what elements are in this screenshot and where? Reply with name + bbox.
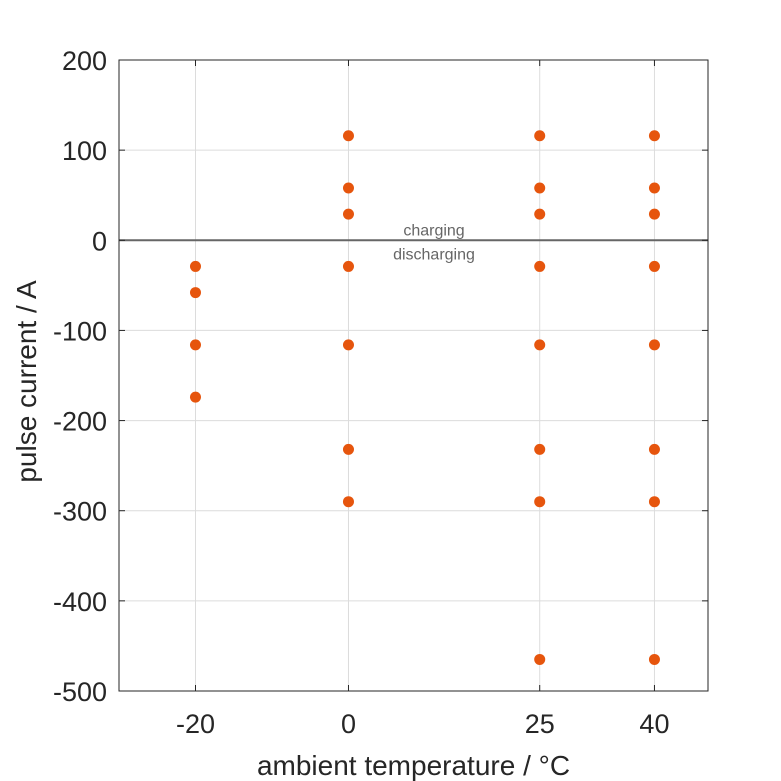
data-point [189, 260, 201, 272]
data-point [534, 182, 546, 194]
data-point [648, 443, 660, 455]
data-point [648, 339, 660, 351]
x-tick-label: 0 [341, 709, 356, 739]
charging-annotation: charging [403, 222, 464, 239]
data-point [534, 653, 546, 665]
x-tick-label: -20 [176, 709, 215, 739]
data-point [534, 130, 546, 142]
data-point [648, 208, 660, 220]
y-tick-label: 100 [62, 136, 107, 166]
data-point [534, 443, 546, 455]
y-tick-label: -200 [53, 407, 107, 437]
data-point [189, 391, 201, 403]
discharging-annotation: discharging [393, 246, 475, 263]
data-point [342, 443, 354, 455]
x-tick-label: 40 [639, 709, 669, 739]
data-point [648, 260, 660, 272]
data-point [648, 130, 660, 142]
data-point [534, 260, 546, 272]
data-point [189, 287, 201, 299]
data-points [189, 130, 660, 665]
data-point [534, 496, 546, 508]
data-point [534, 208, 546, 220]
data-point [648, 182, 660, 194]
data-point [342, 208, 354, 220]
grid-lines [119, 59, 708, 692]
y-tick-label: -300 [53, 497, 107, 527]
y-tick-label: 200 [62, 46, 107, 76]
x-axis-title: ambient temperature / °C [257, 750, 570, 781]
data-point [342, 130, 354, 142]
plot-area-frame [118, 59, 709, 692]
data-point [648, 496, 660, 508]
data-point [342, 339, 354, 351]
tick-marks [119, 59, 708, 692]
data-point [648, 653, 660, 665]
y-axis-title: pulse current / A [11, 280, 42, 483]
data-point [342, 496, 354, 508]
data-point [342, 260, 354, 272]
y-tick-label: -100 [53, 316, 107, 346]
y-tick-label: 0 [92, 226, 107, 256]
data-point [189, 339, 201, 351]
y-tick-label: -400 [53, 587, 107, 617]
x-tick-label: 25 [525, 709, 555, 739]
data-point [534, 339, 546, 351]
y-tick-label: -500 [53, 677, 107, 707]
data-point [342, 182, 354, 194]
